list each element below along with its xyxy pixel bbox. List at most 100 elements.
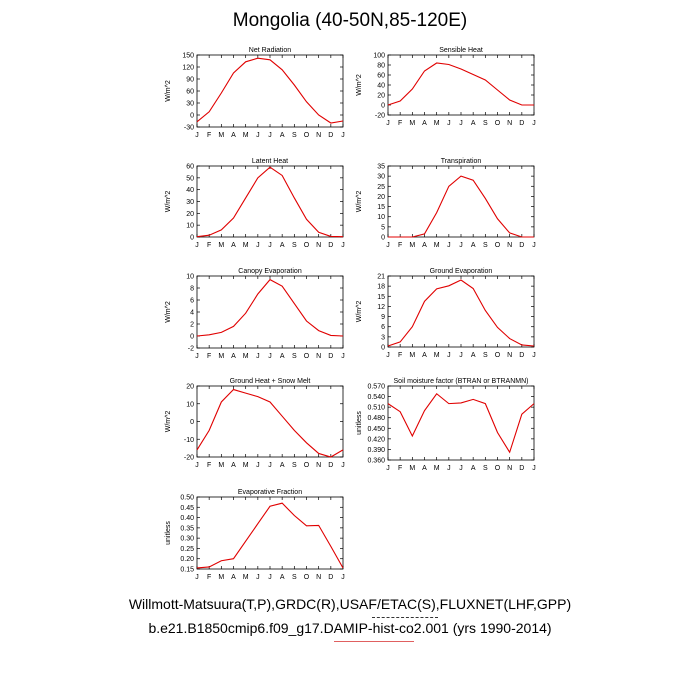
y-tick-label: 100 — [373, 53, 385, 60]
x-tick-label: N — [507, 120, 512, 127]
x-tick-label: A — [471, 242, 476, 249]
x-tick-label: J — [532, 120, 536, 127]
x-tick-label: J — [447, 352, 451, 359]
y-tick-label: 12 — [377, 304, 385, 311]
x-tick-label: O — [495, 465, 501, 472]
x-tick-label: S — [292, 132, 297, 139]
x-tick-label: A — [231, 462, 236, 469]
x-tick-label: A — [280, 353, 285, 360]
plot-frame — [196, 385, 344, 458]
x-tick-label: D — [328, 353, 333, 360]
y-tick-label: 10 — [186, 274, 194, 281]
x-tick-label: J — [268, 462, 272, 469]
y-tick-label: 0 — [190, 113, 194, 120]
x-tick-label: J — [386, 352, 390, 359]
x-tick-label: O — [304, 574, 310, 581]
x-tick-label: A — [280, 462, 285, 469]
x-tick-label: M — [218, 132, 224, 139]
x-tick-label: A — [280, 242, 285, 249]
x-tick-label: J — [256, 242, 260, 249]
x-tick-label: J — [195, 242, 199, 249]
x-tick-label: J — [447, 465, 451, 472]
y-tick-label: 0.570 — [367, 384, 385, 391]
x-tick-label: N — [316, 242, 321, 249]
y-tick-label: 6 — [381, 324, 385, 331]
series-line — [196, 166, 344, 238]
x-tick-label: N — [316, 353, 321, 360]
x-tick-label: F — [207, 462, 211, 469]
y-axis-label: W/m^2 — [356, 74, 363, 96]
x-tick-label: A — [280, 132, 285, 139]
y-tick-label: 0.540 — [367, 394, 385, 401]
x-tick-label: J — [459, 352, 463, 359]
y-tick-label: 9 — [381, 314, 385, 321]
panel-title: Ground Evaporation — [430, 268, 493, 275]
figure-title: Mongolia (40-50N,85-120E) — [232, 10, 468, 31]
x-tick-label: D — [328, 462, 333, 469]
x-tick-label: O — [304, 353, 310, 360]
x-tick-label: J — [341, 242, 345, 249]
y-tick-label: 0.50 — [180, 495, 194, 502]
y-tick-label: -30 — [184, 125, 194, 132]
x-tick-label: J — [532, 465, 536, 472]
x-tick-label: J — [341, 132, 345, 139]
y-tick-label: 30 — [186, 199, 194, 206]
x-tick-label: J — [268, 132, 272, 139]
x-tick-label: M — [409, 242, 415, 249]
underline-dash — [372, 617, 438, 618]
x-tick-label: F — [398, 120, 402, 127]
y-axis-label: W/m^2 — [356, 301, 363, 323]
x-tick-label: O — [304, 462, 310, 469]
y-tick-label: 0 — [381, 235, 385, 242]
x-tick-label: A — [231, 353, 236, 360]
y-tick-label: 120 — [182, 65, 194, 72]
y-tick-label: 90 — [186, 77, 194, 84]
y-tick-label: 21 — [377, 274, 385, 281]
x-tick-label: J — [195, 353, 199, 360]
x-tick-label: N — [316, 462, 321, 469]
x-tick-label: A — [422, 242, 427, 249]
x-tick-label: J — [195, 462, 199, 469]
x-tick-label: J — [459, 120, 463, 127]
x-tick-label: M — [218, 353, 224, 360]
x-tick-label: O — [304, 132, 310, 139]
x-tick-label: N — [507, 352, 512, 359]
x-tick-label: M — [409, 120, 415, 127]
x-tick-label: A — [280, 574, 285, 581]
x-tick-label: M — [218, 242, 224, 249]
x-tick-label: M — [243, 462, 249, 469]
x-tick-label: J — [256, 132, 260, 139]
plot-frame — [387, 275, 535, 348]
x-tick-label: M — [434, 352, 440, 359]
x-tick-label: D — [328, 242, 333, 249]
x-tick-label: A — [471, 120, 476, 127]
x-tick-label: A — [422, 352, 427, 359]
x-tick-label: M — [409, 352, 415, 359]
plot-frame — [196, 165, 344, 238]
y-tick-label: -10 — [184, 437, 194, 444]
x-tick-label: A — [231, 574, 236, 581]
panel-title: Net Radiation — [249, 47, 292, 54]
panel-title: Ground Heat + Snow Melt — [230, 378, 311, 385]
x-tick-label: J — [341, 574, 345, 581]
x-tick-label: J — [386, 465, 390, 472]
footer-case: b.e21.B1850cmip6.f09_g17.DAMIP-hist-co2.… — [148, 620, 552, 636]
y-tick-label: 10 — [186, 223, 194, 230]
y-tick-label: 0.15 — [180, 567, 194, 574]
x-tick-label: D — [519, 242, 524, 249]
x-tick-label: S — [483, 120, 488, 127]
x-tick-label: J — [195, 574, 199, 581]
y-tick-label: 20 — [377, 194, 385, 201]
y-tick-label: -20 — [184, 455, 194, 462]
y-tick-label: 150 — [182, 53, 194, 60]
x-tick-label: S — [483, 242, 488, 249]
x-tick-label: M — [409, 465, 415, 472]
x-tick-label: J — [268, 353, 272, 360]
plot-frame — [196, 275, 344, 349]
x-tick-label: N — [507, 465, 512, 472]
x-tick-label: N — [507, 242, 512, 249]
y-axis-label: unitless — [356, 411, 363, 435]
y-tick-label: 2 — [190, 322, 194, 329]
y-tick-label: 0 — [190, 235, 194, 242]
y-tick-label: 0.510 — [367, 405, 385, 412]
